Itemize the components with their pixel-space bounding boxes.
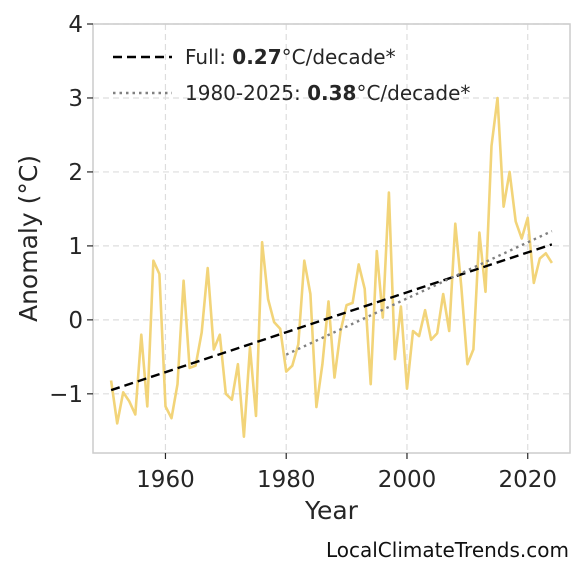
series-layer: [109, 96, 553, 439]
legend-label-full-trend: Full: 0.27°C/decade*: [185, 45, 396, 69]
credit-watermark: LocalClimateTrends.com: [326, 538, 569, 562]
y-tick-label: −1: [49, 382, 83, 408]
legend-label-prefix: 1980-2025:: [185, 81, 307, 105]
y-tick-label: 4: [68, 12, 83, 38]
legend-label-suffix: °C/decade*: [282, 45, 396, 69]
legend-label-rate: 0.27: [232, 45, 281, 69]
x-tick-label: 2020: [498, 467, 557, 493]
legend-label-prefix: Full:: [185, 45, 232, 69]
legend: Full: 0.27°C/decade* 1980-2025: 0.38°C/d…: [113, 45, 470, 105]
y-axis-ticks: −1 0 1 2 3 4: [49, 12, 93, 408]
trend-layer: [110, 230, 553, 392]
x-tick-label: 1980: [257, 467, 316, 493]
legend-label-1980-trend: 1980-2025: 0.38°C/decade*: [185, 81, 470, 105]
y-tick-label: 1: [68, 234, 83, 260]
legend-label-suffix: °C/decade*: [356, 81, 470, 105]
y-tick-label: 0: [68, 308, 83, 334]
x-axis-label: Year: [304, 496, 359, 525]
y-tick-label: 3: [68, 86, 83, 112]
x-tick-label: 2000: [378, 467, 437, 493]
y-tick-label: 2: [68, 160, 83, 186]
anomaly-series-line: [109, 96, 553, 439]
y-axis-label: Anomaly (°C): [14, 155, 43, 322]
x-tick-label: 1960: [136, 467, 195, 493]
plot-frame: [92, 23, 571, 454]
full-trend-line: [110, 243, 553, 392]
legend-label-rate: 0.38: [307, 81, 356, 105]
x-axis-ticks: 1960 1980 2000 2020: [136, 453, 557, 493]
grid: [93, 23, 570, 453]
